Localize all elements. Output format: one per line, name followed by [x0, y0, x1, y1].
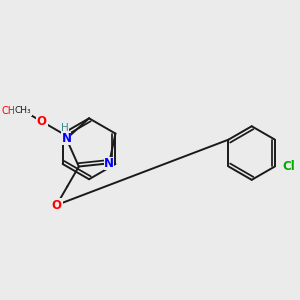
Text: CH₃: CH₃: [1, 106, 20, 116]
Text: O: O: [37, 115, 46, 128]
Text: O: O: [37, 115, 46, 128]
Text: CH₃: CH₃: [15, 106, 32, 115]
Text: Cl: Cl: [283, 160, 296, 173]
Text: N: N: [104, 157, 114, 170]
Text: O: O: [52, 199, 61, 212]
Text: H: H: [61, 123, 69, 133]
Text: N: N: [61, 132, 71, 145]
